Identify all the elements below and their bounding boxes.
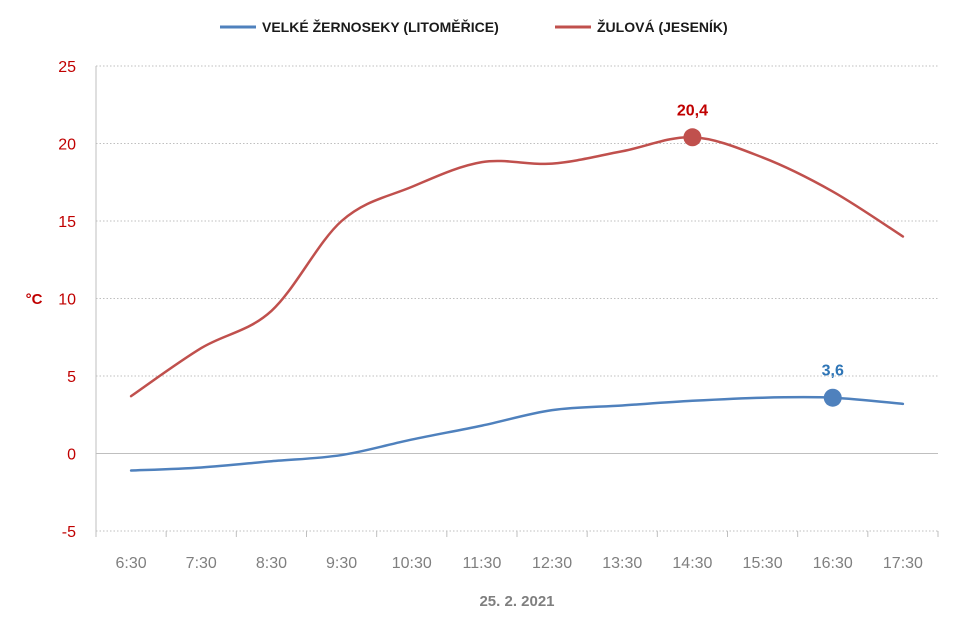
x-tick-label: 8:30 xyxy=(256,555,287,572)
x-tick-label: 6:30 xyxy=(116,555,147,572)
x-tick-label: 11:30 xyxy=(462,555,501,572)
axes xyxy=(95,66,939,537)
highlight-markers: 3,6 20,4 xyxy=(677,102,844,407)
x-tick-label: 17:30 xyxy=(883,555,923,572)
x-tick-label: 9:30 xyxy=(326,555,357,572)
highlight-label-0: 3,6 xyxy=(822,363,844,380)
series-line-0 xyxy=(129,395,905,472)
x-axis-label: 25. 2. 2021 xyxy=(479,593,554,610)
x-tick-label: 7:30 xyxy=(186,555,217,572)
legend-label-1: ŽULOVÁ (JESENÍK) xyxy=(597,18,728,35)
series-line-1 xyxy=(129,136,905,398)
y-tick-label: 0 xyxy=(67,447,76,464)
y-tick-label: -5 xyxy=(62,524,76,541)
y-tick-label: 15 xyxy=(58,214,76,231)
x-tick-label: 12:30 xyxy=(532,555,572,572)
x-tick-label: 13:30 xyxy=(602,555,642,572)
x-tick-label: 15:30 xyxy=(743,555,783,572)
x-tick-label: 14:30 xyxy=(672,555,712,572)
x-tick-label: 16:30 xyxy=(813,555,853,572)
y-tick-labels: -5 0 5 10 15 20 25 xyxy=(58,59,76,541)
highlight-point-1 xyxy=(683,128,702,147)
y-axis-label: °C xyxy=(26,291,43,308)
highlight-point-0 xyxy=(823,388,842,407)
gridlines xyxy=(96,65,938,532)
x-tick-labels: 6:30 7:30 8:30 9:30 10:30 11:30 12:30 13:30 14:3… xyxy=(116,555,924,572)
legend: VELKÉ ŽERNOSEKY (LITOMĚŘICE) ŽULOVÁ (JESE… xyxy=(220,18,728,35)
y-tick-label: 5 xyxy=(67,369,76,386)
y-tick-label: 10 xyxy=(58,292,76,309)
legend-label-0: VELKÉ ŽERNOSEKY (LITOMĚŘICE) xyxy=(262,18,499,35)
highlight-label-1: 20,4 xyxy=(677,102,708,119)
y-tick-label: 20 xyxy=(58,137,76,154)
x-tick-label: 10:30 xyxy=(392,555,432,572)
series-lines xyxy=(129,136,905,472)
y-tick-label: 25 xyxy=(58,59,76,76)
